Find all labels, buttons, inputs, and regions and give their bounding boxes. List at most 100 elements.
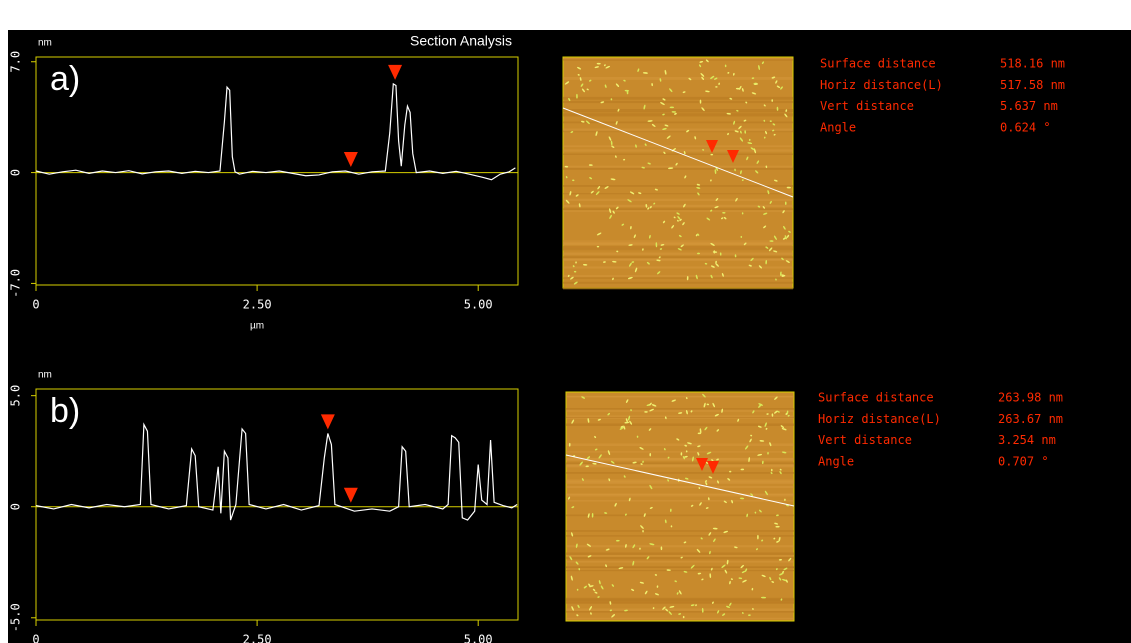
particle	[649, 205, 652, 209]
particle	[682, 456, 686, 460]
particle	[780, 274, 785, 277]
particle	[625, 544, 627, 548]
particle	[653, 202, 656, 205]
particle	[629, 262, 632, 267]
particle	[644, 590, 648, 595]
image-streak	[563, 165, 793, 169]
image-streak	[566, 530, 794, 532]
particle	[565, 176, 568, 179]
particle	[685, 450, 688, 453]
particle	[700, 73, 705, 77]
particle	[678, 613, 682, 615]
image-streak	[563, 59, 793, 61]
particle	[607, 412, 610, 416]
particle	[576, 588, 579, 591]
particle	[680, 244, 684, 248]
particle	[570, 276, 574, 280]
image-streak	[563, 281, 793, 284]
particle	[701, 107, 705, 112]
measure-value: 263.67 nm	[998, 412, 1063, 426]
image-streak	[563, 193, 793, 195]
particle	[730, 578, 733, 581]
particle	[710, 242, 715, 246]
particle	[726, 112, 732, 115]
particle	[750, 257, 754, 262]
particle	[775, 525, 780, 528]
particle	[669, 106, 675, 109]
particle	[740, 130, 742, 134]
particle	[786, 234, 790, 238]
particle	[699, 428, 702, 434]
particle	[643, 513, 646, 517]
particle	[740, 170, 742, 175]
particle	[581, 396, 586, 399]
particle	[746, 513, 749, 518]
particle	[765, 427, 768, 430]
particle	[639, 581, 645, 584]
particle	[588, 79, 592, 82]
particle	[775, 568, 778, 571]
particle	[695, 604, 697, 607]
particle	[765, 165, 768, 169]
particle	[611, 145, 615, 148]
panel-label: b)	[50, 392, 80, 430]
x-tick-label: 5.00	[464, 633, 493, 643]
measure-value: 518.16 nm	[1000, 57, 1065, 71]
particle	[703, 402, 706, 408]
particle	[688, 77, 692, 81]
particle	[761, 539, 764, 542]
image-streak	[566, 602, 794, 604]
measure-label: Angle	[818, 454, 854, 468]
measure-value: 0.707 °	[998, 454, 1049, 468]
particle	[573, 281, 578, 285]
particle	[699, 502, 702, 506]
particle	[626, 90, 629, 95]
particle	[723, 500, 727, 504]
particle	[779, 471, 782, 475]
particle	[690, 410, 693, 413]
particle	[644, 411, 648, 413]
particle	[740, 468, 745, 471]
image-streak	[563, 121, 793, 124]
image-streak	[563, 96, 793, 100]
particle	[761, 574, 766, 578]
particle	[760, 596, 767, 599]
particle	[722, 212, 726, 214]
particle	[612, 277, 614, 281]
particle	[683, 203, 686, 208]
x-tick-label: 0	[32, 633, 39, 643]
measure-label: Vert distance	[818, 433, 912, 447]
particle	[649, 452, 652, 457]
particle	[671, 111, 677, 113]
particle	[751, 608, 754, 610]
particle	[612, 210, 615, 214]
particle	[784, 235, 787, 240]
particle	[751, 587, 754, 591]
particle	[716, 458, 719, 461]
particle	[748, 264, 752, 267]
image-streak	[563, 100, 793, 104]
particle	[609, 208, 612, 214]
particle	[629, 420, 633, 425]
particle	[612, 260, 617, 263]
particle	[683, 570, 688, 573]
particle	[623, 475, 626, 478]
particle	[750, 493, 754, 497]
particle	[581, 88, 585, 93]
particle	[771, 413, 774, 417]
particle	[710, 265, 715, 268]
particle	[718, 82, 720, 86]
image-streak	[563, 287, 793, 290]
particle	[757, 534, 759, 540]
particle	[726, 605, 730, 608]
particle	[782, 570, 785, 574]
particle	[624, 609, 628, 612]
particle	[769, 576, 772, 581]
particle	[628, 497, 631, 502]
particle	[677, 216, 681, 220]
particle	[769, 200, 772, 204]
particle	[572, 179, 575, 182]
particle	[680, 452, 683, 456]
particle	[665, 608, 669, 612]
particle	[674, 112, 677, 115]
